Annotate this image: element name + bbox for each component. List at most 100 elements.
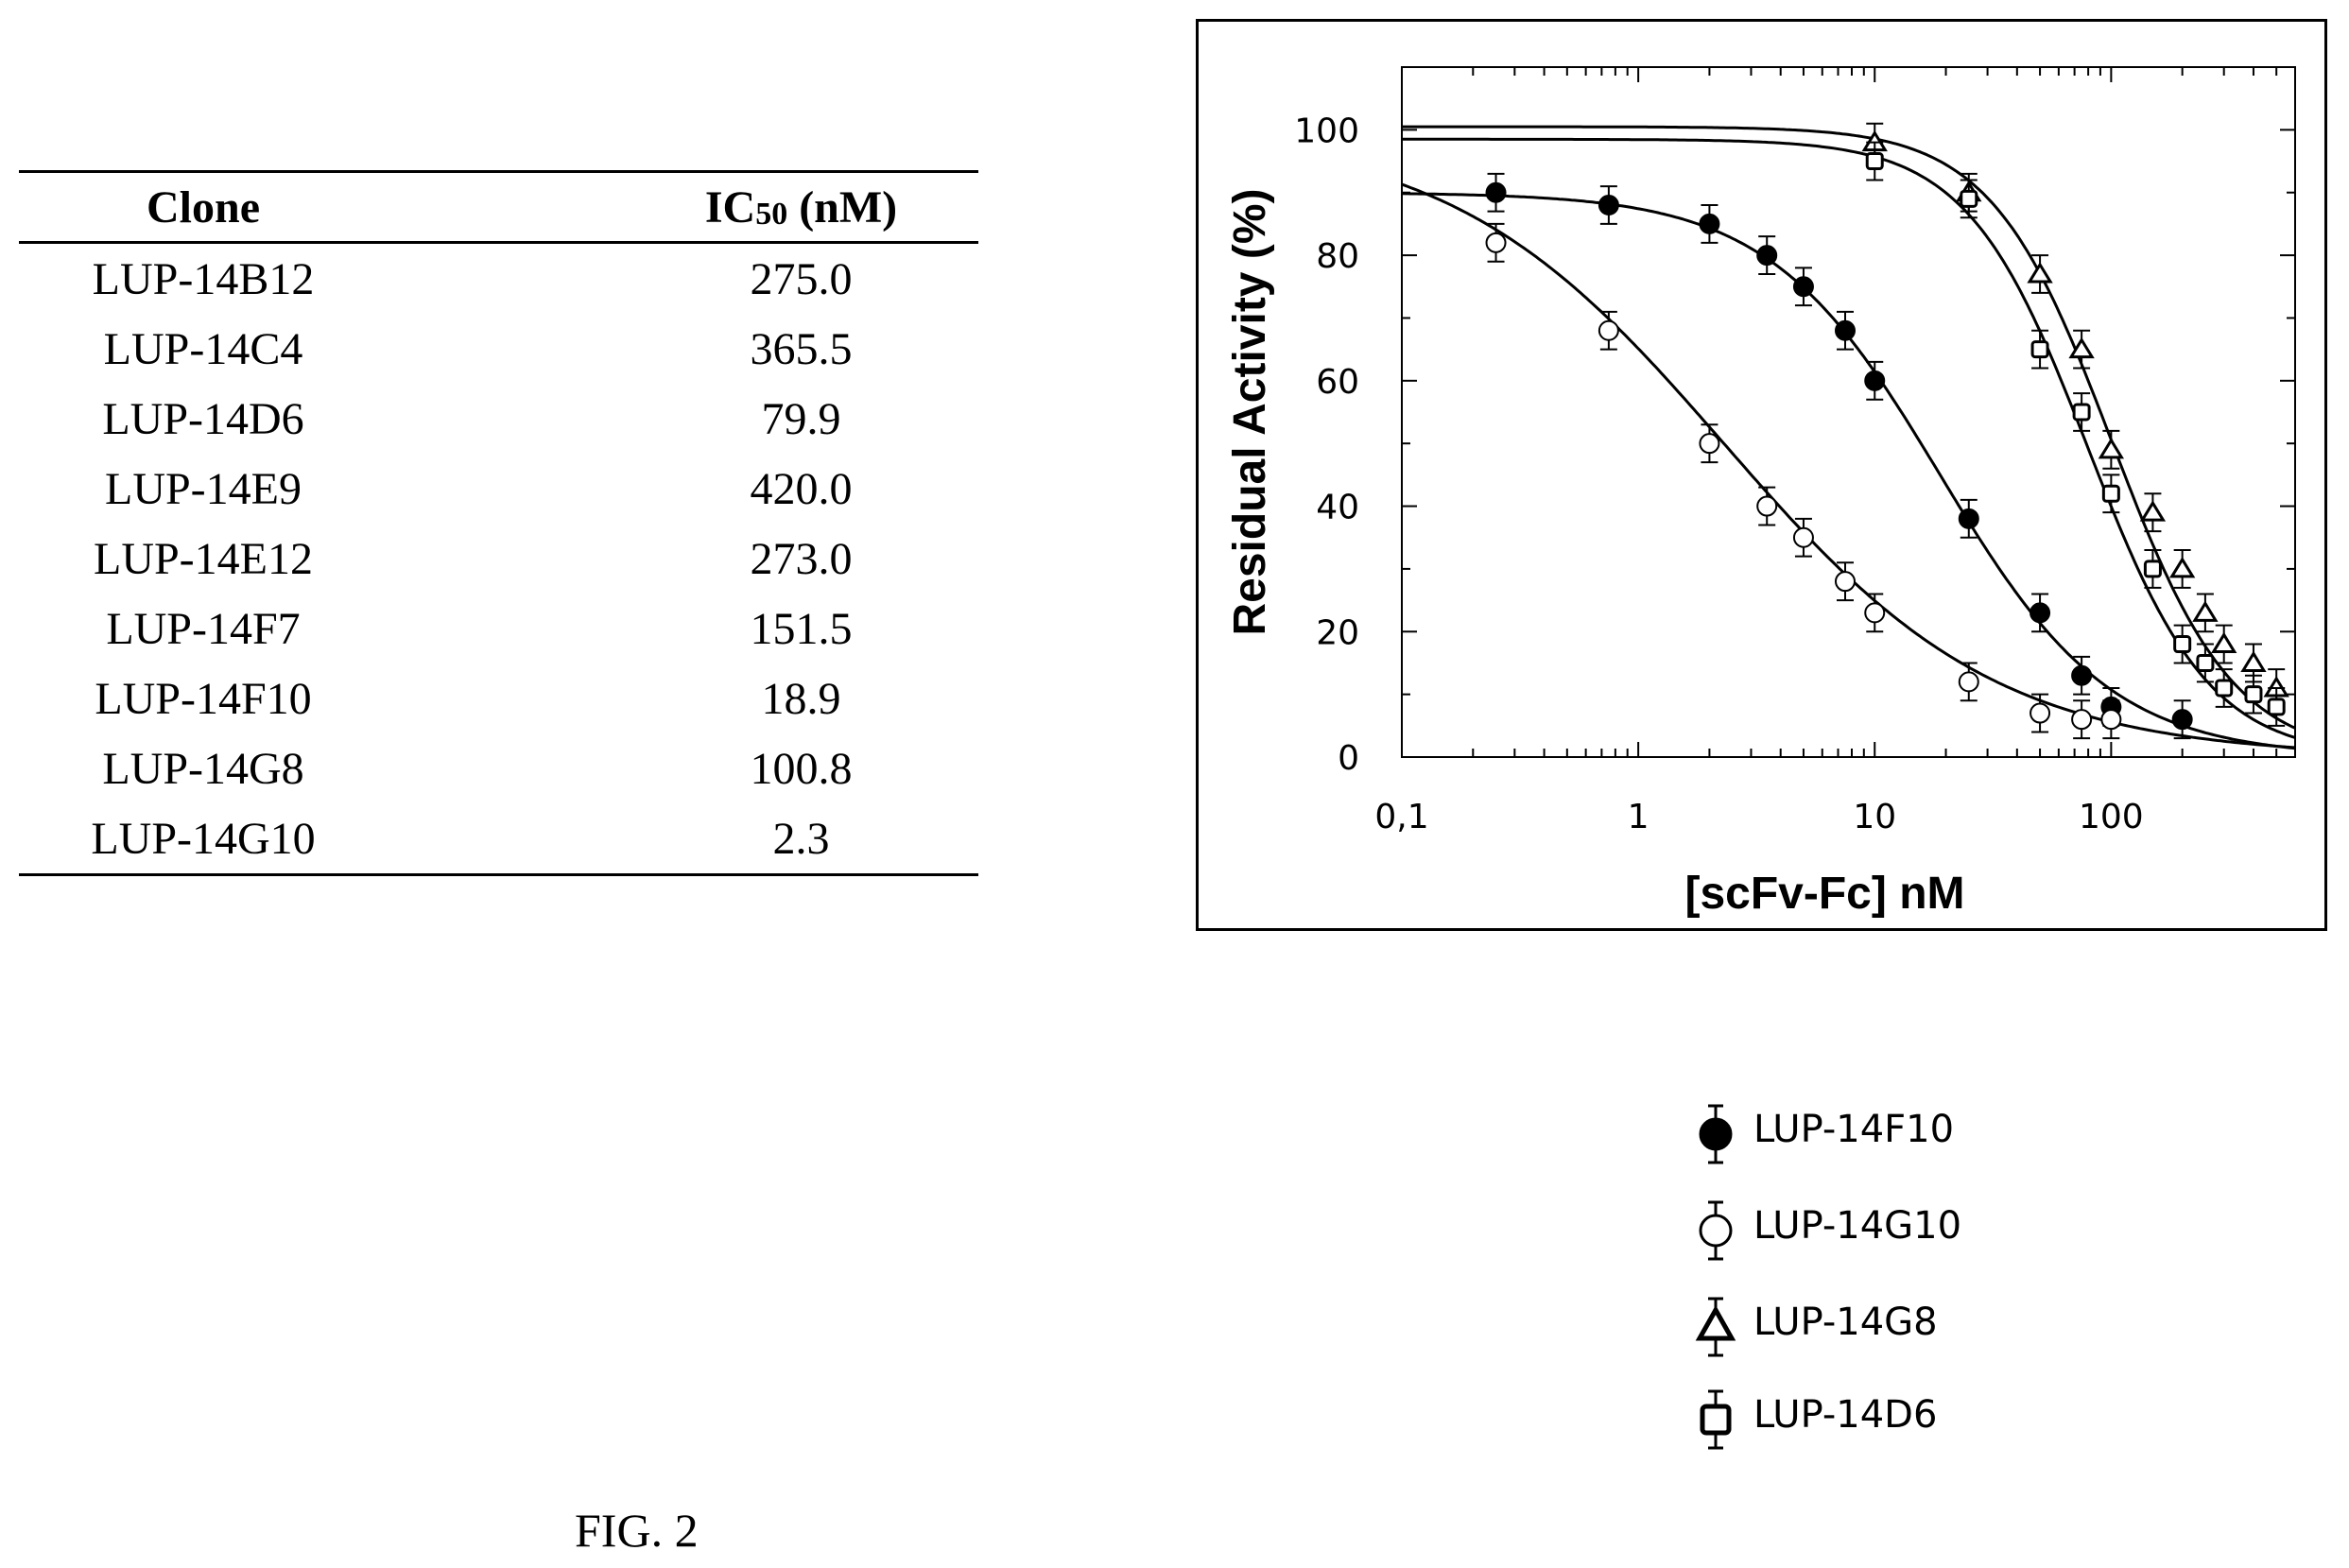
data-point-lup-14g8	[2192, 600, 2219, 622]
ic50-cell: 420.0	[750, 463, 853, 514]
data-point-lup-14d6	[2030, 340, 2049, 359]
ic50-cell: 18.9	[761, 673, 841, 724]
clone-cell: LUP-14D6	[102, 393, 304, 444]
open-square-marker-icon	[1700, 1389, 1732, 1450]
header-ic50: IC50 (nM)	[388, 172, 978, 243]
header-ic50-sub: 50	[755, 196, 788, 232]
legend-item-lup-14d6: LUP-14D6	[1692, 1382, 2070, 1457]
legend-label: LUP-14G8	[1753, 1301, 1938, 1344]
data-point-lup-14f10	[1756, 245, 1778, 267]
plot-frame	[1401, 66, 2296, 758]
data-point-lup-14d6	[2244, 685, 2263, 704]
ic50-cell: 151.5	[750, 603, 853, 654]
data-point-lup-14g10	[1864, 602, 1886, 624]
ic50-cell: 79.9	[761, 393, 841, 444]
x-tick-label: 10	[1853, 798, 1896, 836]
data-point-lup-14g8	[2168, 557, 2196, 578]
table-row: LUP-14B12 275.0	[19, 243, 978, 315]
table-row: LUP-14F10 18.9	[19, 663, 978, 733]
ic50-cell: 2.3	[772, 813, 830, 864]
data-point-lup-14d6	[2143, 560, 2162, 578]
data-point-lup-14f10	[1699, 213, 1720, 234]
data-point-lup-14d6	[2072, 403, 2091, 422]
fit-curve-lup-14d6	[1402, 137, 2296, 739]
table-row: LUP-14D6 79.9	[19, 384, 978, 454]
x-tick-label: 0,1	[1374, 798, 1428, 836]
fit-curve-lup-14g8	[1402, 125, 2296, 730]
legend-item-lup-14g8: LUP-14G8	[1692, 1289, 2070, 1365]
y-tick-label: 40	[1316, 489, 1359, 527]
data-point-lup-14f10	[2171, 709, 2193, 731]
table-row: LUP-14C4 365.5	[19, 314, 978, 384]
fit-curve-lup-14f10	[1401, 192, 2296, 750]
table-header-row: Clone IC50 (nM)	[19, 171, 978, 243]
data-point-lup-14g10	[1756, 495, 1778, 517]
data-point-lup-14g10	[1834, 571, 1856, 593]
x-tick-label: 1	[1628, 798, 1649, 836]
data-point-lup-14g10	[1485, 232, 1507, 253]
legend-label: LUP-14G10	[1753, 1204, 1962, 1248]
open-circle-marker-icon	[1699, 1200, 1733, 1261]
legend-item-lup-14g10: LUP-14G10	[1692, 1193, 2070, 1268]
header-clone: Clone	[147, 181, 260, 233]
clone-cell: LUP-14F7	[106, 603, 301, 654]
chart-svg: 0,1 1 10 100 0 20 40 60 80 100 [scFv-Fc] nM Residua…	[1225, 66, 2296, 919]
table-row: LUP-14E12 273.0	[19, 524, 978, 594]
data-point-lup-14d6	[1865, 152, 1884, 171]
data-point-lup-14d6	[2196, 653, 2215, 672]
data-point-lup-14g10	[2029, 702, 2051, 724]
y-tick-label: 0	[1338, 739, 1359, 778]
ic50-cell: 100.8	[750, 743, 853, 794]
legend-item-lup-14f10: LUP-14F10	[1692, 1096, 2070, 1172]
data-point-lup-14f10	[1485, 181, 1507, 203]
clone-cell: LUP-14G10	[91, 813, 316, 864]
data-point-lup-14d6	[2101, 484, 2120, 503]
data-point-lup-14g8	[2240, 650, 2267, 672]
data-point-lup-14g10	[2100, 709, 2122, 731]
clone-cell: LUP-14G8	[102, 743, 304, 794]
data-point-lup-14f10	[1598, 195, 1619, 215]
ic50-cell: 365.5	[750, 323, 853, 374]
open-triangle-marker-icon	[1695, 1297, 1736, 1357]
data-point-lup-14g8	[2098, 437, 2125, 459]
clone-cell: LUP-14E12	[94, 533, 313, 584]
filled-circle-marker-icon	[1699, 1104, 1733, 1164]
data-point-lup-14g8	[2211, 631, 2237, 654]
table-row: LUP-14F7 151.5	[19, 594, 978, 663]
legend-label: LUP-14D6	[1753, 1393, 1938, 1437]
header-ic50-unit: (nM)	[787, 181, 898, 233]
data-point-lup-14d6	[1960, 189, 1978, 208]
data-point-lup-14g10	[1598, 319, 1619, 341]
header-ic50-main: IC	[704, 181, 756, 233]
data-point-lup-14g8	[2027, 262, 2053, 284]
legend-label: LUP-14F10	[1753, 1108, 1955, 1151]
data-point-lup-14g8	[2068, 336, 2095, 359]
table-row: LUP-14G8 100.8	[19, 733, 978, 803]
ic50-cell: 273.0	[750, 533, 853, 584]
data-point-lup-14g10	[2071, 709, 2093, 731]
data-point-lup-14g10	[1699, 433, 1720, 455]
table-row: LUP-14E9 420.0	[19, 454, 978, 524]
clone-cell: LUP-14E9	[105, 463, 302, 514]
dose-response-chart: 0,1 1 10 100 0 20 40 60 80 100 [scFv-Fc] nM Residua…	[1196, 19, 2327, 931]
clone-cell: LUP-14C4	[103, 323, 303, 374]
data-point-lup-14d6	[2215, 679, 2234, 698]
y-tick-label: 100	[1294, 112, 1359, 150]
data-point-lup-14g8	[2139, 500, 2167, 522]
y-tick-label: 80	[1316, 237, 1359, 276]
y-axis-label: Residual Activity (%)	[1225, 189, 1275, 636]
x-axis-label: [scFv-Fc] nM	[1684, 869, 1964, 919]
data-point-lup-14f10	[1834, 319, 1856, 341]
clone-cell: LUP-14B12	[92, 253, 315, 304]
ic50-cell: 275.0	[750, 253, 853, 304]
data-point-lup-14f10	[2071, 664, 2093, 686]
data-point-lup-14d6	[2267, 698, 2286, 716]
table-row: LUP-14G10 2.3	[19, 803, 978, 875]
clone-cell: LUP-14F10	[95, 673, 312, 724]
data-point-lup-14f10	[1792, 276, 1814, 298]
figure-caption: FIG. 2	[575, 1504, 699, 1557]
y-tick-label: 20	[1316, 613, 1359, 652]
data-point-lup-14g10	[1792, 526, 1814, 548]
y-tick-label: 60	[1316, 363, 1359, 402]
data-point-lup-14f10	[2029, 602, 2051, 624]
